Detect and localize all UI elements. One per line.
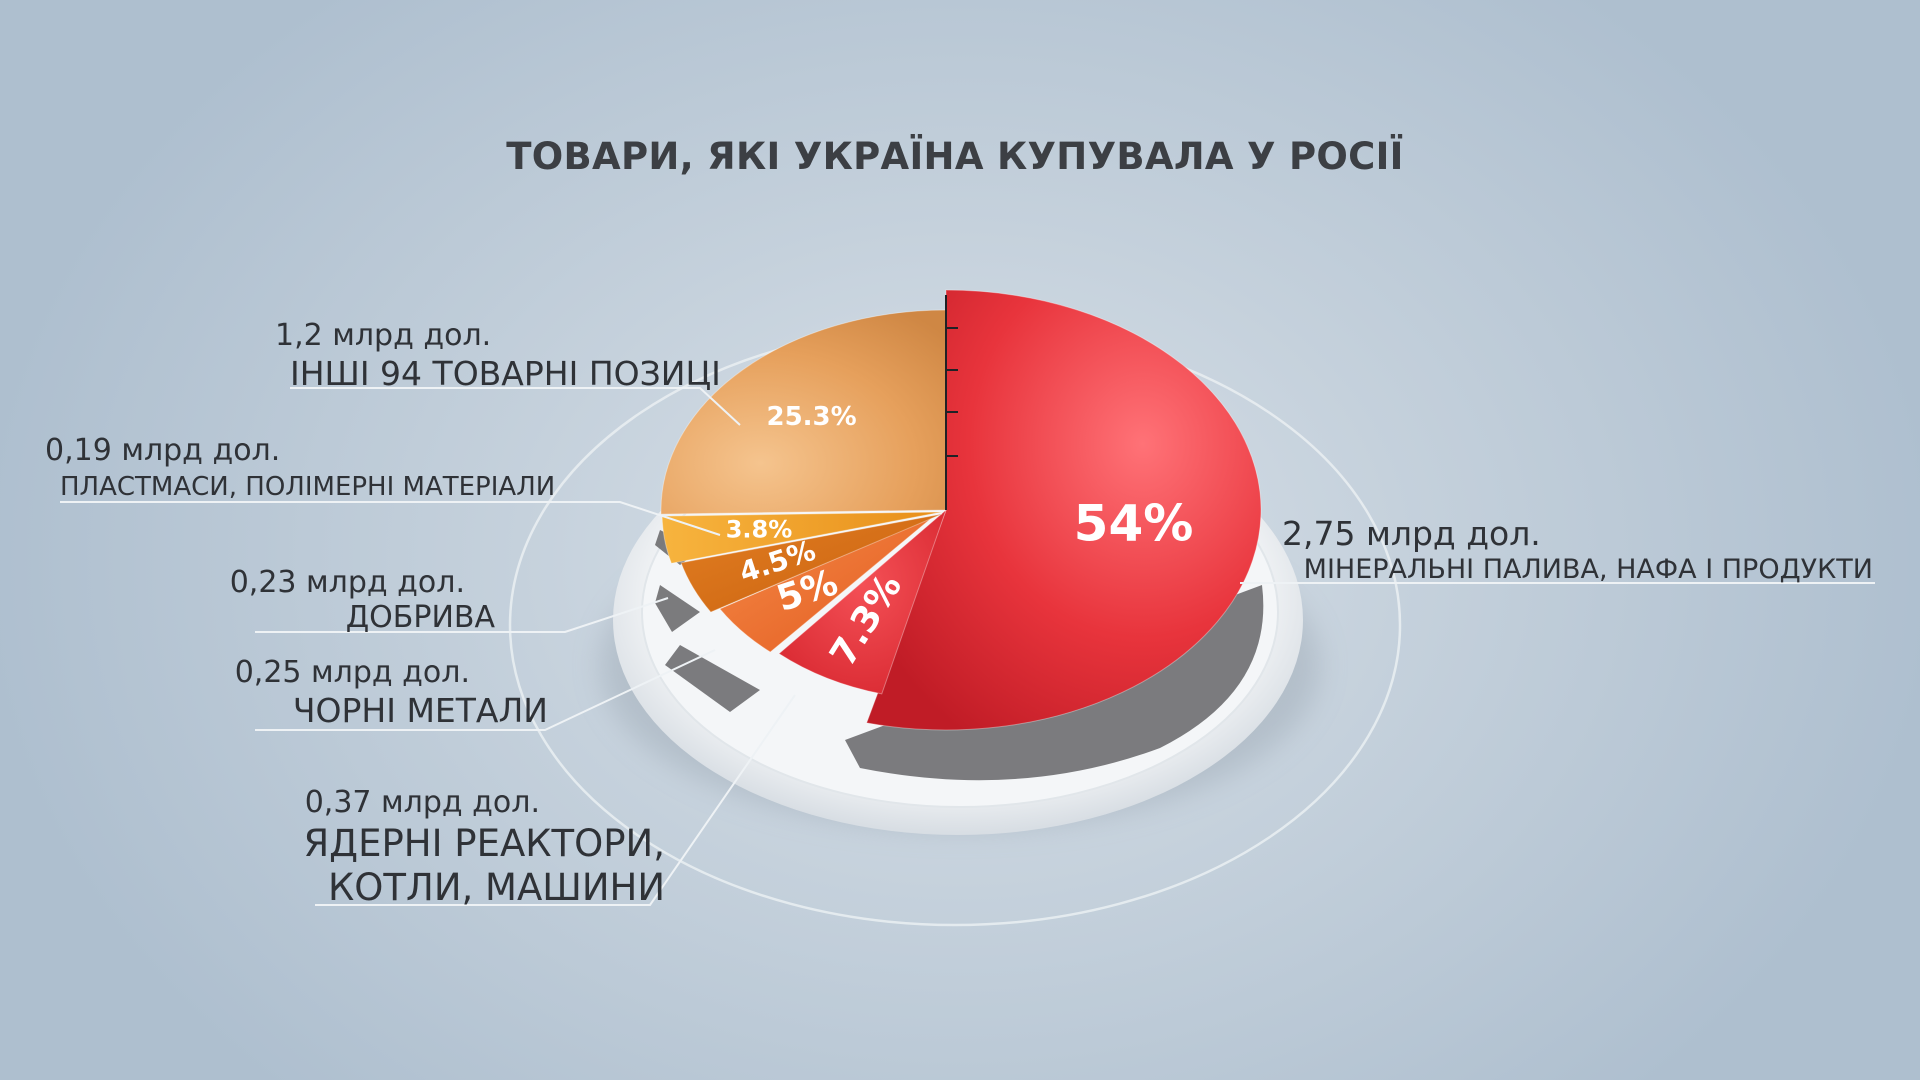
label-other-name: ІНШІ 94 ТОВАРНІ ПОЗИЦІ	[290, 354, 721, 393]
label-metals-amount: 0,25 млрд дол.	[235, 655, 470, 690]
label-fertilizers: 0,23 млрд дол. ДОБРИВА	[230, 565, 496, 635]
label-metals-name: ЧОРНІ МЕТАЛИ	[293, 691, 548, 730]
pie-slice-reactors	[778, 508, 948, 695]
label-fertilizers-amount: 0,23 млрд дол.	[230, 565, 465, 600]
pie-slice-metals	[719, 515, 935, 653]
label-reactors-amount: 0,37 млрд дол.	[305, 785, 540, 820]
label-other: 1,2 млрд дол. ІНШІ 94 ТОВАРНІ ПОЗИЦІ	[275, 318, 721, 393]
pie-slice-other	[660, 309, 947, 515]
chart-title: ТОВАРИ, ЯКІ УКРАЇНА КУПУВАЛА У РОСІЇ	[506, 135, 1404, 178]
leader-line-other	[290, 387, 741, 426]
label-fuels-amount: 2,75 млрд дол.	[1282, 514, 1541, 553]
pie-slice-fertilizers	[680, 513, 943, 613]
label-plastics-amount: 0,19 млрд дол.	[45, 433, 280, 468]
leader-line-reactors	[315, 694, 796, 906]
pct-label-other: 25.3%	[766, 402, 856, 432]
label-fuels: 2,75 млрд дол. МІНЕРАЛЬНІ ПАЛИВА, НАФА І…	[1282, 514, 1873, 585]
pie-slice-fuels	[865, 289, 1262, 731]
leader-line-fertilizers	[255, 597, 669, 633]
label-reactors-name: ЯДЕРНІ РЕАКТОРИ, КОТЛИ, МАШИНИ	[303, 822, 665, 909]
label-fertilizers-name: ДОБРИВА	[346, 600, 496, 635]
center-axis	[945, 295, 958, 510]
pct-label-fuels: 54%	[1074, 494, 1194, 552]
leader-line-plastics	[60, 501, 721, 536]
label-plastics: 0,19 млрд дол. ПЛАСТМАСИ, ПОЛІМЕРНІ МАТЕ…	[45, 433, 555, 502]
label-metals: 0,25 млрд дол. ЧОРНІ МЕТАЛИ	[235, 655, 548, 730]
leader-lines	[60, 387, 1875, 906]
label-reactors: 0,37 млрд дол. ЯДЕРНІ РЕАКТОРИ, КОТЛИ, МА…	[303, 785, 665, 909]
label-plastics-name: ПЛАСТМАСИ, ПОЛІМЕРНІ МАТЕРІАЛИ	[60, 472, 555, 502]
label-other-amount: 1,2 млрд дол.	[275, 318, 491, 353]
label-fuels-name: МІНЕРАЛЬНІ ПАЛИВА, НАФА І ПРОДУКТИ	[1304, 554, 1873, 585]
leader-line-metals	[255, 649, 716, 731]
pct-label-plastics: 3.8%	[726, 515, 793, 543]
